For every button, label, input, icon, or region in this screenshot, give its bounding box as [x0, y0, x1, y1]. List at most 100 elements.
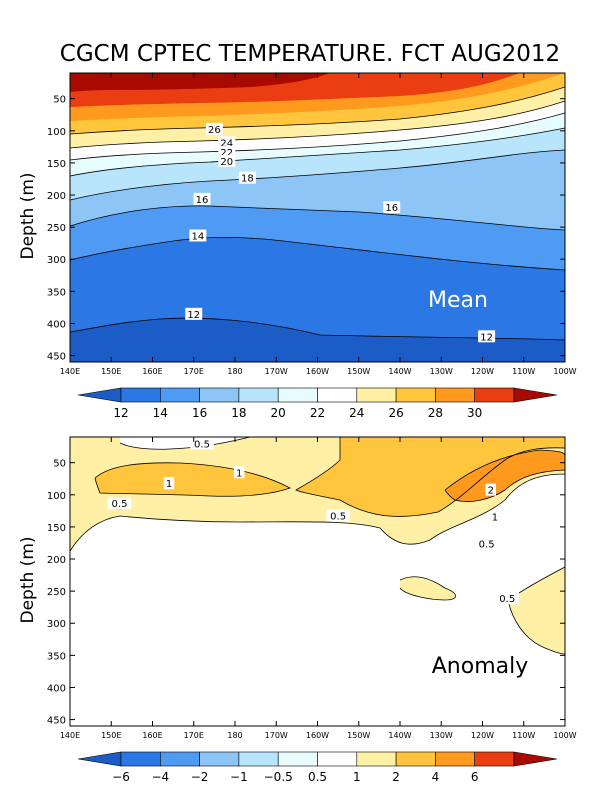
mean-y-tick-label-2: 150: [47, 159, 66, 170]
contour-label-bg: [383, 201, 401, 214]
colorbar-swatch-1: [160, 387, 200, 403]
anomaly-contour-line-7: [444, 469, 565, 502]
anomaly-contour-label-1: 1: [166, 479, 172, 490]
colorbar-swatch-4: [277, 751, 318, 767]
anomaly-panel: 0.5 1 1 0.5 0.5 1 2 0.5 0.5 Anomaly 50 100 150 200 250…: [18, 436, 577, 784]
anomaly-contour-label-8: 0.5: [499, 594, 515, 605]
anomaly-plot-area: 0.5 1 1 0.5 0.5 1 2 0.5 0.5 Anomaly: [70, 437, 565, 726]
anomaly-contour-line-3: [119, 437, 251, 450]
colorbar-swatch-2: [199, 751, 240, 767]
anomaly-y-tick-label-2: 150: [47, 523, 66, 534]
anomaly-x-tick-label-7: 150W: [347, 731, 370, 740]
anomaly-colorbar-label-6: 1: [353, 770, 361, 784]
mean-colorbar-label-6: 24: [349, 406, 364, 420]
mean-y-tick-label-7: 400: [47, 319, 66, 330]
mean-colorbar-label-8: 28: [428, 406, 443, 420]
mean-contour-label-7: 14: [192, 231, 205, 242]
colorbar-swatch-3: [238, 387, 279, 403]
contour-label-bg: [485, 483, 496, 496]
contour-label-bg: [474, 537, 499, 550]
mean-annotation: Mean: [428, 288, 488, 313]
anomaly-contour-label-2: 1: [236, 468, 242, 479]
figure-title: CGCM CPTEC TEMPERATURE. FCT AUG2012: [60, 41, 560, 67]
mean-colorbar-label-3: 18: [231, 406, 246, 420]
mean-contour-label-2: 22: [220, 148, 233, 159]
contour-label-bg: [190, 437, 214, 450]
anomaly-colorbar-label-0: −6: [112, 770, 130, 784]
mean-y-tick-label-8: 450: [47, 352, 66, 363]
anomaly-x-tick-label-10: 120W: [471, 731, 494, 740]
mean-band-11: [70, 73, 330, 92]
colorbar-left-triangle: [77, 751, 122, 767]
mean-x-tick-label-11: 110W: [512, 367, 535, 376]
anomaly-colorbar-label-8: 4: [432, 770, 440, 784]
anomaly-colorbar-label-4: −0.5: [264, 770, 293, 784]
mean-panel: 26242220181616141212Mean5010015020025030…: [18, 72, 577, 420]
mean-y-tick-label-0: 50: [53, 95, 66, 106]
colorbar-swatch-9: [474, 751, 515, 767]
mean-contour-label-1: 24: [220, 138, 233, 149]
mean-y-axis-label: Depth (m): [18, 172, 38, 259]
anomaly-contour-label-3: 0.5: [112, 499, 128, 510]
anomaly-colorbar-label-3: −1: [230, 770, 248, 784]
mean-x-tick-label-12: 100W: [553, 367, 576, 376]
anomaly-band-6: [445, 450, 565, 502]
colorbar-swatch-0: [120, 751, 161, 767]
anomaly-x-tick-label-2: 160E: [142, 731, 162, 740]
mean-x-tick-label-9: 130W: [430, 367, 453, 376]
contour-label-bg: [495, 592, 519, 605]
anomaly-x-tick-label-8: 140W: [388, 731, 411, 740]
anomaly-x-tick-label-0: 140E: [60, 731, 80, 740]
contour-label-bg: [218, 154, 236, 167]
anomaly-y-tick-label-0: 50: [53, 459, 66, 470]
mean-y-tick-label-5: 300: [47, 255, 66, 266]
mean-colorbar-label-5: 22: [310, 406, 325, 420]
mean-colorbar-label-9: 30: [467, 406, 482, 420]
anomaly-y-tick-label-1: 100: [47, 491, 66, 502]
mean-contour-line-4: [70, 127, 565, 177]
anomaly-contour-label-4: 0.5: [330, 511, 346, 522]
anomaly-y-tick-label-6: 350: [47, 651, 66, 662]
mean-x-tick-label-6: 160W: [306, 367, 329, 376]
anomaly-band-2: [400, 576, 456, 600]
colorbar-swatch-1: [160, 751, 200, 767]
colorbar-swatch-9: [474, 387, 515, 403]
anomaly-x-tick-label-6: 160W: [306, 731, 329, 740]
colorbar-swatch-7: [395, 751, 436, 767]
mean-colorbar-label-1: 14: [153, 406, 168, 420]
mean-y-tick-label-3: 200: [47, 191, 66, 202]
anomaly-x-tick-label-1: 150E: [101, 731, 121, 740]
contour-label-bg: [205, 122, 223, 135]
anomaly-band-1: [508, 567, 565, 654]
anomaly-x-tick-label-11: 110W: [512, 731, 535, 740]
colorbar-swatch-3: [238, 751, 279, 767]
colorbar-swatch-6: [356, 387, 397, 403]
anomaly-contour-label-0: 0.5: [194, 439, 210, 450]
contour-label-bg: [489, 510, 501, 523]
mean-colorbar-label-4: 20: [271, 406, 286, 420]
mean-contour-label-9: 12: [480, 332, 493, 343]
anomaly-y-tick-label-3: 200: [47, 555, 66, 566]
anomaly-x-tick-label-12: 100W: [553, 731, 576, 740]
mean-x-tick-label-5: 170W: [265, 367, 288, 376]
anomaly-y-axis-label: Depth (m): [18, 536, 38, 623]
colorbar-swatch-8: [435, 751, 475, 767]
colorbar-swatch-2: [199, 387, 240, 403]
mean-contour-label-0: 26: [208, 125, 221, 136]
colorbar-swatch-6: [356, 751, 397, 767]
colorbar-swatch-0: [120, 387, 161, 403]
anomaly-colorbar-label-2: −2: [191, 770, 209, 784]
colorbar-right-triangle: [513, 387, 558, 403]
mean-contour-line-3: [70, 149, 565, 201]
mean-x-tick-label-1: 150E: [101, 367, 121, 376]
anomaly-y-tick-label-7: 400: [47, 683, 66, 694]
anomaly-colorbar-label-9: 6: [471, 770, 479, 784]
mean-x-tick-label-3: 170E: [184, 367, 204, 376]
anomaly-contour-line-2: [399, 576, 456, 601]
mean-contour-label-8: 12: [187, 310, 200, 321]
mean-contour-line-2: [70, 205, 565, 231]
contour-label-bg: [189, 229, 207, 242]
anomaly-contour-label-7: 0.5: [479, 540, 495, 551]
anomaly-contour-line-1: [507, 566, 565, 655]
mean-colorbar-label-7: 26: [388, 406, 403, 420]
